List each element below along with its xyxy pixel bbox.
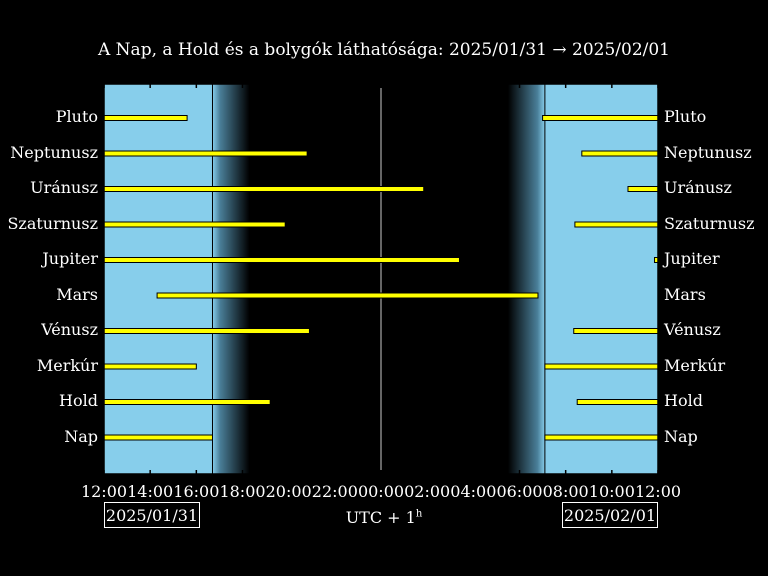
body-label-left: Pluto — [55, 107, 98, 126]
x-tick-label: 20:00 — [265, 482, 312, 501]
x-tick-label: 04:00 — [450, 482, 497, 501]
day-region-end — [544, 84, 658, 474]
body-label-left: Uránusz — [30, 178, 98, 197]
visibility-bar — [103, 186, 425, 192]
x-tick-label: 02:00 — [404, 482, 451, 501]
sky-background — [104, 84, 658, 474]
x-tick-label: 08:00 — [542, 482, 589, 501]
visibility-bar — [103, 221, 286, 228]
visibility-bar — [103, 257, 460, 263]
body-label-right: Jupiter — [664, 249, 720, 268]
body-label-right: Uránusz — [664, 178, 732, 197]
start-date-box: 2025/01/31 — [104, 502, 200, 528]
body-label-right: Szaturnusz — [664, 213, 755, 233]
body-label-right: Hold — [664, 391, 703, 410]
body-label-left: Neptunusz — [10, 142, 98, 162]
x-tick-label: 12:00 — [634, 482, 682, 501]
x-tick-label: 16:00 — [173, 482, 220, 501]
x-tick-label: 22:00 — [311, 482, 358, 501]
visibility-bar — [103, 150, 308, 157]
visibility-bar — [576, 399, 659, 405]
body-label-right: Mars — [664, 284, 706, 304]
x-tick-label: 10:00 — [588, 482, 635, 501]
body-label-right: Neptunusz — [664, 142, 752, 162]
body-label-right: Merkúr — [664, 355, 726, 375]
visibility-bar — [574, 221, 659, 228]
visibility-bar — [544, 363, 659, 370]
x-tick-label: 14:00 — [127, 482, 174, 501]
body-label-right: Pluto — [664, 107, 707, 126]
day-region-start — [104, 84, 213, 474]
dusk-twilight — [212, 84, 250, 474]
x-tick-label: 06:00 — [496, 482, 543, 501]
x-tick-label: 18:00 — [219, 482, 266, 501]
visibility-bar — [573, 328, 659, 334]
body-label-left: Jupiter — [42, 249, 98, 268]
body-label-left: Nap — [64, 426, 98, 446]
body-label-right: Nap — [664, 426, 698, 446]
visibility-bar — [103, 115, 188, 121]
body-label-left: Vénusz — [41, 320, 98, 339]
body-label-left: Hold — [59, 391, 98, 410]
visibility-bar — [627, 186, 659, 192]
end-date-box: 2025/02/01 — [562, 502, 658, 528]
visibility-bar — [103, 399, 271, 405]
chart-title: A Nap, a Hold és a bolygók láthatósága: … — [98, 40, 670, 60]
visibility-bar — [156, 292, 539, 299]
x-tick-label: 00:00 — [357, 482, 405, 501]
visibility-bar — [542, 115, 659, 121]
body-label-right: Vénusz — [664, 320, 721, 339]
x-tick-label: 12:00 — [80, 482, 128, 501]
body-label-left: Szaturnusz — [7, 213, 98, 233]
visibility-bar — [581, 150, 659, 157]
visibility-bar — [103, 363, 197, 370]
body-label-left: Mars — [56, 284, 98, 304]
dawn-twilight — [507, 84, 545, 474]
visibility-bar — [544, 434, 659, 441]
visibility-bar — [103, 328, 310, 334]
plot-frame — [103, 83, 659, 475]
visibility-bar — [103, 434, 213, 441]
x-axis-label: UTC + 1h — [345, 508, 423, 527]
body-label-left: Merkúr — [36, 355, 98, 375]
